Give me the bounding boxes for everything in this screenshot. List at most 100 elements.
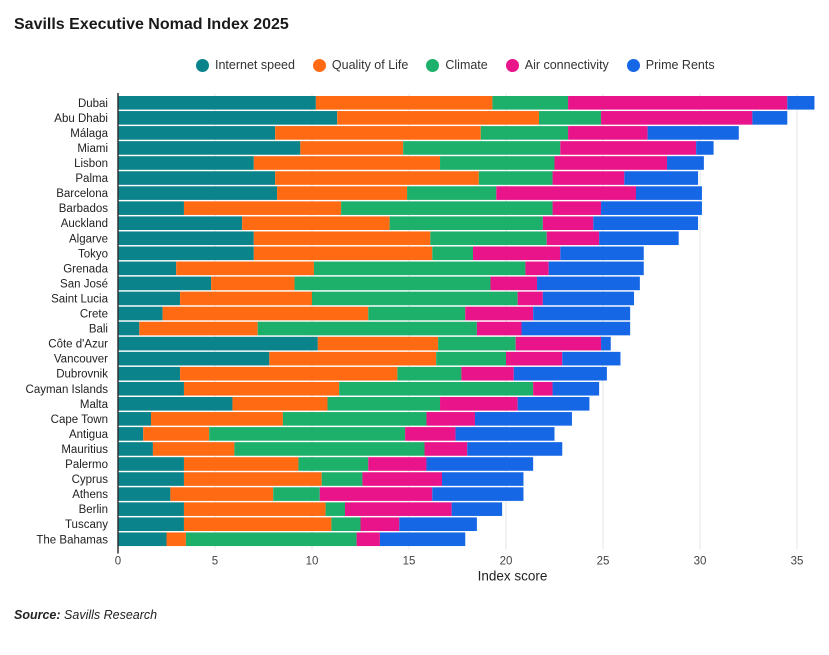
bar-air-connectivity: [360, 517, 400, 531]
bar-internet-speed: [118, 126, 276, 140]
bar-climate: [341, 201, 553, 215]
bar-climate: [321, 472, 363, 486]
bar-climate: [407, 186, 497, 200]
bar-climate: [478, 171, 553, 185]
bar-climate: [325, 502, 345, 516]
bar-quality-of-life: [232, 397, 328, 411]
category-label: Palma: [75, 173, 108, 185]
bar-internet-speed: [118, 351, 270, 366]
bar-internet-speed: [118, 216, 243, 230]
bar-internet-speed: [118, 201, 184, 215]
bar-prime-rents: [399, 517, 477, 531]
bar-climate: [403, 141, 561, 155]
source-label: Source:: [14, 608, 61, 622]
bar-air-connectivity: [517, 291, 543, 306]
category-label: Dubai: [78, 98, 108, 110]
bar-quality-of-life: [211, 276, 295, 291]
bar-climate: [282, 412, 427, 426]
bar-prime-rents: [635, 186, 702, 200]
bar-internet-speed: [118, 141, 301, 155]
bar-quality-of-life: [170, 487, 274, 501]
bar-climate: [432, 246, 474, 261]
legend-item-climate: Climate: [426, 58, 488, 72]
bar-internet-speed: [118, 186, 278, 200]
bar-climate: [209, 427, 406, 441]
bar-quality-of-life: [162, 306, 369, 321]
x-axis-label: Index score: [478, 569, 548, 584]
bar-internet-speed: [118, 291, 181, 306]
bar-internet-speed: [118, 532, 167, 547]
bar-prime-rents: [624, 171, 699, 185]
bar-prime-rents: [467, 442, 563, 456]
bar-internet-speed: [118, 517, 184, 531]
bar-internet-speed: [118, 276, 212, 291]
legend-swatch: [312, 58, 326, 72]
bar-prime-rents: [426, 457, 534, 471]
bar-prime-rents: [593, 216, 699, 230]
bar-air-connectivity: [473, 246, 561, 261]
bar-prime-rents: [517, 397, 590, 411]
bar-climate: [234, 442, 425, 456]
bar-air-connectivity: [319, 487, 433, 501]
bar-prime-rents: [552, 381, 600, 396]
bar-internet-speed: [118, 171, 276, 185]
bar-air-connectivity: [426, 412, 475, 426]
category-label: Tokyo: [78, 248, 108, 260]
category-label: Barbados: [59, 203, 108, 215]
legend-label: Air connectivity: [524, 58, 609, 72]
category-label: Athens: [72, 489, 108, 501]
bar-air-connectivity: [552, 171, 625, 185]
bar-internet-speed: [118, 427, 144, 441]
bar-quality-of-life: [253, 156, 441, 170]
legend-label: Prime Rents: [645, 58, 715, 72]
bar-prime-rents: [474, 412, 572, 426]
category-label: Lisbon: [74, 158, 108, 170]
bar-prime-rents: [533, 306, 631, 321]
category-label: Barcelona: [56, 188, 108, 200]
category-label: Grenada: [63, 263, 108, 275]
bar-climate: [492, 96, 569, 110]
bar-quality-of-life: [183, 517, 332, 531]
source-text: Savills Research: [64, 608, 158, 622]
category-label: Málaga: [70, 128, 108, 140]
bar-climate: [538, 111, 602, 125]
category-label: Saint Lucia: [51, 293, 109, 305]
bar-internet-speed: [118, 336, 318, 351]
category-label: Dubrovnik: [56, 369, 108, 381]
bar-internet-speed: [118, 442, 153, 456]
bar-climate: [368, 306, 466, 321]
chart-title: Savills Executive Nomad Index 2025: [14, 16, 289, 33]
bar-air-connectivity: [476, 321, 522, 336]
bar-quality-of-life: [176, 261, 314, 276]
category-label: Berlin: [79, 504, 108, 516]
bar-air-connectivity: [424, 442, 468, 456]
bar-air-connectivity: [525, 261, 549, 276]
bar-quality-of-life: [315, 96, 493, 110]
x-tick-label: 20: [500, 556, 513, 568]
bar-internet-speed: [118, 412, 151, 426]
bar-quality-of-life: [253, 246, 433, 261]
legend-label: Quality of Life: [331, 58, 409, 72]
bar-air-connectivity: [601, 111, 753, 125]
bar-quality-of-life: [183, 457, 299, 471]
bar-climate: [339, 381, 534, 396]
bar-prime-rents: [752, 111, 788, 125]
bar-air-connectivity: [440, 397, 518, 411]
bar-climate: [313, 261, 526, 276]
bar-prime-rents: [548, 261, 644, 276]
x-tick-label: 0: [115, 556, 121, 568]
bar-climate: [397, 366, 462, 381]
bar-prime-rents: [667, 156, 704, 170]
bar-air-connectivity: [405, 427, 456, 441]
legend-swatch: [505, 58, 519, 72]
legend-label: Climate: [445, 58, 488, 72]
bar-climate: [185, 532, 357, 547]
category-label: Cayman Islands: [26, 384, 109, 396]
x-tick-label: 25: [597, 556, 610, 568]
bar-internet-speed: [118, 306, 163, 321]
x-tick-label: 15: [403, 556, 416, 568]
bar-internet-speed: [118, 96, 316, 110]
bar-quality-of-life: [183, 381, 340, 396]
bar-internet-speed: [118, 246, 254, 261]
category-label: Crete: [80, 309, 108, 321]
